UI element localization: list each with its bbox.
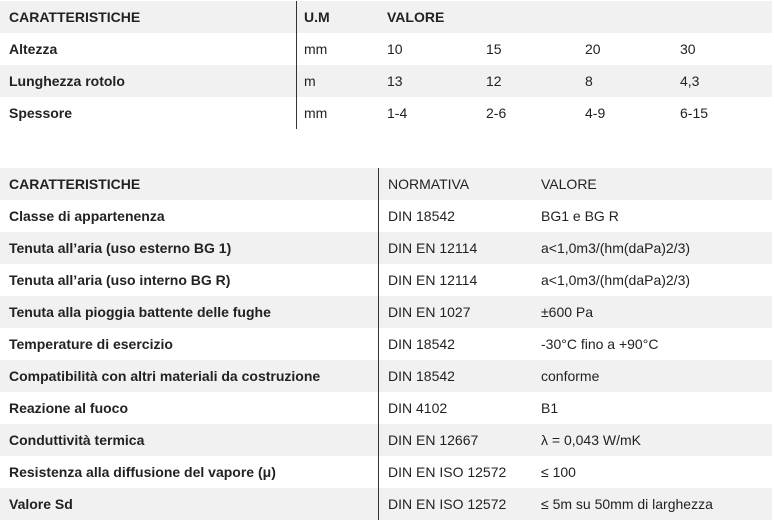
- table-row: Classe di appartenenza DIN 18542 BG1 e BG …: [0, 200, 772, 232]
- dimensions-table: CARATTERISTICHE U.M VALORE Altezza mm 10 15…: [0, 1, 772, 129]
- row-label: Temperature di esercizio: [9, 336, 173, 352]
- row-label: Tenuta all’aria (uso interno BG R): [9, 272, 231, 288]
- row-normativa: DIN 18542: [388, 368, 455, 384]
- column-divider: [296, 1, 297, 129]
- row-label: Resistenza alla diffusione del vapore (μ…: [9, 464, 276, 480]
- row-label: Reazione al fuoco: [9, 400, 129, 416]
- row-normativa: DIN EN ISO 12572: [388, 496, 507, 512]
- row-normativa: DIN EN 12667: [388, 432, 479, 448]
- table-row: Resistenza alla diffusione del vapore (μ…: [0, 456, 772, 488]
- row-value: a<1,0m3/(hm(daPa)2/3): [541, 240, 691, 256]
- row-label: Classe di appartenenza: [9, 208, 165, 224]
- row-value: ±600 Pa: [541, 304, 594, 320]
- row-value: 15: [486, 41, 502, 57]
- table-row: Altezza mm 10 15 20 30: [0, 33, 772, 65]
- table-row: Tenuta alla pioggia battente delle fughe…: [0, 296, 772, 328]
- header-valore: VALORE: [541, 176, 597, 192]
- table-header: CARATTERISTICHE U.M VALORE: [0, 1, 772, 33]
- row-normativa: DIN EN ISO 12572: [388, 464, 507, 480]
- row-normativa: DIN 18542: [388, 336, 455, 352]
- specifications-table: CARATTERISTICHE NORMATIVA VALORE Classe …: [0, 168, 772, 520]
- column-divider: [378, 168, 379, 520]
- row-label: Compatibilità con altri materiali da cos…: [9, 368, 321, 384]
- header-caratteristiche: CARATTERISTICHE: [9, 176, 141, 192]
- row-value: 4,3: [680, 73, 700, 89]
- header-valore: VALORE: [387, 9, 445, 25]
- table-row: Tenuta all’aria (uso esterno BG 1) DIN EN…: [0, 232, 772, 264]
- row-value: conforme: [541, 368, 600, 384]
- row-unit: mm: [304, 105, 328, 121]
- table-row: Valore Sd DIN EN ISO 12572 ≤ 5m su 50mm di…: [0, 488, 772, 520]
- row-value: ≤ 100: [541, 464, 576, 480]
- row-value: BG1 e BG R: [541, 208, 619, 224]
- table-row: Tenuta all’aria (uso interno BG R) DIN EN…: [0, 264, 772, 296]
- row-label: Spessore: [9, 105, 73, 121]
- row-value: 10: [387, 41, 403, 57]
- row-value: 6-15: [680, 105, 709, 121]
- row-label: Conduttività termica: [9, 432, 145, 448]
- header-unit: U.M: [304, 9, 330, 25]
- table-row: Spessore mm 1-4 2-6 4-9 6-15: [0, 97, 772, 129]
- row-value: B1: [541, 400, 559, 416]
- row-value: λ = 0,043 W/mK: [541, 432, 641, 448]
- row-normativa: DIN EN 1027: [388, 304, 471, 320]
- table-row: Conduttività termica DIN EN 12667 λ = 0,04…: [0, 424, 772, 456]
- row-value: a<1,0m3/(hm(daPa)2/3): [541, 272, 691, 288]
- header-normativa: NORMATIVA: [388, 176, 470, 192]
- row-label: Altezza: [9, 41, 58, 57]
- row-normativa: DIN 4102: [388, 400, 448, 416]
- table-row: Lunghezza rotolo m 13 12 8 4,3: [0, 65, 772, 97]
- row-value: 30: [680, 41, 696, 57]
- row-label: Valore Sd: [9, 496, 73, 512]
- row-unit: mm: [304, 41, 328, 57]
- table-row: Reazione al fuoco DIN 4102 B1: [0, 392, 772, 424]
- row-normativa: DIN EN 12114: [388, 240, 478, 256]
- row-value: -30°C fino a +90°C: [541, 336, 659, 352]
- row-value: 2-6: [486, 105, 507, 121]
- row-value: 20: [585, 41, 601, 57]
- row-value: 1-4: [387, 105, 408, 121]
- row-label: Lunghezza rotolo: [9, 73, 125, 89]
- row-value: ≤ 5m su 50mm di larghezza: [541, 496, 713, 512]
- row-label: Tenuta all’aria (uso esterno BG 1): [9, 240, 232, 256]
- table-row: Compatibilità con altri materiali da cos…: [0, 360, 772, 392]
- row-value: 12: [486, 73, 502, 89]
- row-unit: m: [304, 73, 316, 89]
- row-value: 13: [387, 73, 403, 89]
- row-value: 4-9: [585, 105, 606, 121]
- table-row: Temperature di esercizio DIN 18542 -30°C f…: [0, 328, 772, 360]
- header-caratteristiche: CARATTERISTICHE: [9, 9, 141, 25]
- row-value: 8: [585, 73, 593, 89]
- table-header: CARATTERISTICHE NORMATIVA VALORE: [0, 168, 772, 200]
- row-normativa: DIN 18542: [388, 208, 455, 224]
- row-label: Tenuta alla pioggia battente delle fughe: [9, 304, 271, 320]
- row-normativa: DIN EN 12114: [388, 272, 478, 288]
